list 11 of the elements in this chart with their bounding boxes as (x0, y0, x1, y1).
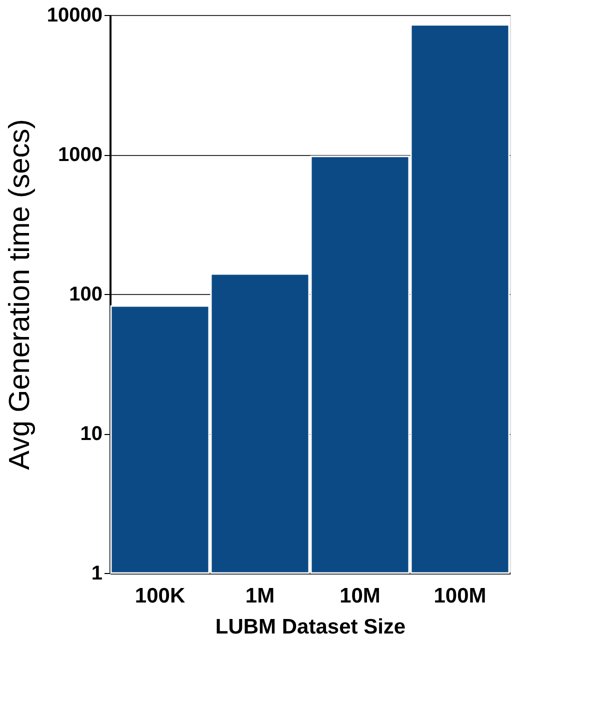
y-axis-title: Avg Generation time (secs) (4, 119, 36, 470)
x-tick-label: 1M (245, 584, 275, 608)
y-tick-label: 10000 (46, 4, 102, 26)
y-tick-label: 1000 (58, 144, 102, 166)
y-tick-label: 1 (91, 562, 102, 584)
x-tick-label: 100M (434, 584, 486, 608)
x-tick-label: 100K (134, 584, 186, 608)
x-tick-label: 10M (340, 584, 380, 608)
y-tick-label: 10 (80, 423, 102, 445)
y-tick-label: 100 (69, 284, 102, 306)
x-axis-title: LUBM Dataset Size (215, 616, 406, 638)
